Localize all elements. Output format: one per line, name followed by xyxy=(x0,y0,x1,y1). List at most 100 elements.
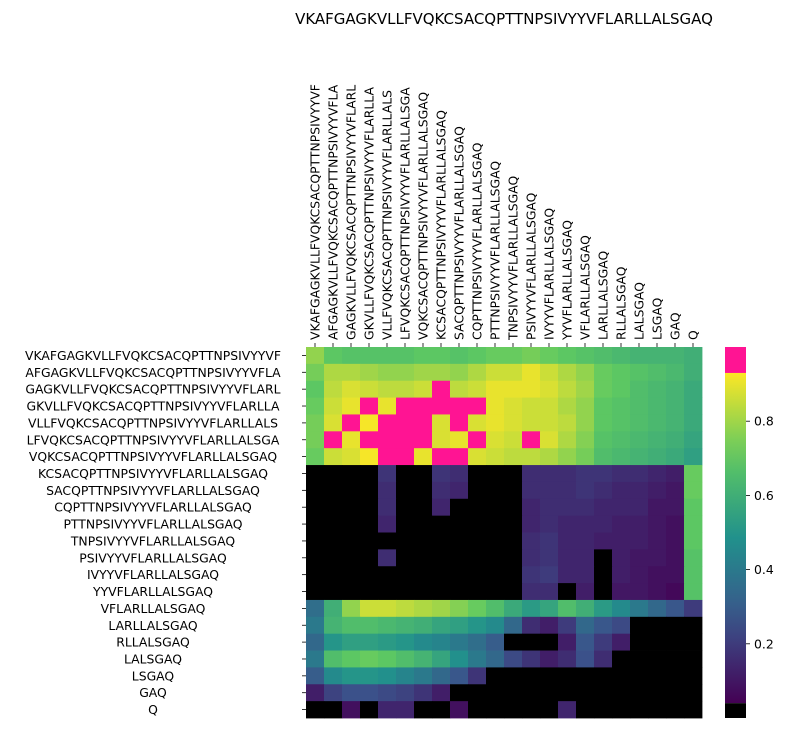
x-tick-label: PSIVYYVFLARLLALSGAQ xyxy=(524,192,539,340)
heatmap-cell xyxy=(324,448,343,466)
heatmap-cell xyxy=(342,684,361,702)
heatmap-cell xyxy=(396,498,415,517)
heatmap-cell xyxy=(684,481,703,500)
heatmap-cell xyxy=(558,515,577,533)
heatmap-cell xyxy=(540,633,559,651)
heatmap-cell xyxy=(612,465,631,483)
heatmap-cell xyxy=(450,599,469,618)
heatmap-cell xyxy=(666,583,685,601)
heatmap-cell xyxy=(396,380,415,398)
heatmap-cell xyxy=(522,701,541,719)
heatmap-cell xyxy=(468,583,487,601)
heatmap-cell xyxy=(468,650,487,668)
heatmap-cell xyxy=(612,397,631,415)
heatmap-cell xyxy=(594,431,613,449)
heatmap-cell xyxy=(504,616,523,635)
heatmap-cell xyxy=(522,347,541,365)
heatmap-cell xyxy=(576,684,595,702)
heatmap-cell xyxy=(396,515,415,533)
heatmap-cell xyxy=(324,616,343,635)
heatmap-cell xyxy=(666,532,685,550)
heatmap-cell xyxy=(396,465,415,483)
heatmap-cell xyxy=(468,515,487,533)
heatmap-cell xyxy=(378,599,397,618)
heatmap-cell xyxy=(594,481,613,500)
heatmap-cell xyxy=(612,684,631,702)
heatmap-cell xyxy=(324,363,343,382)
heatmap-cell xyxy=(576,414,595,432)
heatmap-cell xyxy=(306,701,325,719)
heatmap-cell xyxy=(630,465,649,483)
heatmap-cell xyxy=(324,515,343,533)
heatmap-cell xyxy=(576,583,595,601)
heatmap-cell xyxy=(504,701,523,719)
heatmap-cell xyxy=(684,566,703,584)
heatmap-cell xyxy=(594,532,613,550)
heatmap-cell xyxy=(378,616,397,635)
y-tick-label: LARLLALSGAQ xyxy=(108,618,197,633)
x-tick-label: TNPSIVYYVFLARLLALSGAQ xyxy=(506,175,521,341)
heatmap-cell xyxy=(576,481,595,500)
heatmap-cell xyxy=(504,363,523,382)
heatmap-cell xyxy=(648,633,667,651)
heatmap-cell xyxy=(594,397,613,415)
heatmap-cell xyxy=(630,414,649,432)
heatmap-cell xyxy=(306,549,325,567)
heatmap-cell xyxy=(612,363,631,382)
heatmap-cell xyxy=(648,549,667,567)
heatmap-cell xyxy=(396,481,415,500)
heatmap-cell xyxy=(684,684,703,702)
heatmap-cell xyxy=(360,599,379,618)
heatmap-cell xyxy=(360,380,379,398)
heatmap-cell xyxy=(468,549,487,567)
y-tick-label: IVYYVFLARLLALSGAQ xyxy=(87,567,219,582)
heatmap-cell xyxy=(666,363,685,382)
heatmap-cell xyxy=(468,566,487,584)
heatmap-cell xyxy=(540,515,559,533)
heatmap-cell xyxy=(414,515,433,533)
heatmap-cell xyxy=(486,633,505,651)
heatmap-cells xyxy=(306,347,703,719)
heatmap-cell xyxy=(522,448,541,466)
chart-title: VKAFGAGKVLLFVQKCSACQPTTNPSIVYYVFLARLLALS… xyxy=(295,10,713,28)
heatmap-cell xyxy=(648,465,667,483)
heatmap-cell xyxy=(468,431,487,449)
heatmap-cell xyxy=(576,515,595,533)
heatmap-cell xyxy=(432,448,451,466)
heatmap-cell xyxy=(468,363,487,382)
heatmap-cell xyxy=(468,599,487,618)
x-tick-label: VQKCSACQPTTNPSIVYYVFLARLLALSGAQ xyxy=(416,92,431,340)
heatmap-cell xyxy=(684,650,703,668)
heatmap-cell xyxy=(432,414,451,432)
heatmap-cell xyxy=(540,414,559,432)
heatmap-cell xyxy=(306,380,325,398)
heatmap-cell xyxy=(342,465,361,483)
heatmap-cell xyxy=(504,583,523,601)
heatmap-cell xyxy=(594,701,613,719)
heatmap-cell xyxy=(306,684,325,702)
heatmap-cell xyxy=(558,414,577,432)
heatmap-cell xyxy=(324,583,343,601)
heatmap-cell xyxy=(612,498,631,517)
heatmap-cell xyxy=(666,701,685,719)
heatmap-cell xyxy=(630,515,649,533)
heatmap-cell xyxy=(684,380,703,398)
x-tick-label: LALSGAQ xyxy=(632,282,647,340)
heatmap-cell xyxy=(558,481,577,500)
heatmap-cell xyxy=(468,347,487,365)
heatmap-cell xyxy=(522,667,541,685)
x-tick-label: Q xyxy=(686,330,701,340)
heatmap-cell xyxy=(342,431,361,449)
heatmap-cell xyxy=(432,347,451,365)
heatmap-cell xyxy=(522,363,541,382)
heatmap-cell xyxy=(378,633,397,651)
heatmap-cell xyxy=(648,667,667,685)
heatmap-cell xyxy=(666,414,685,432)
heatmap-cell xyxy=(630,633,649,651)
heatmap-cell xyxy=(612,616,631,635)
heatmap-cell xyxy=(522,599,541,618)
heatmap-cell xyxy=(594,599,613,618)
heatmap-cell xyxy=(450,566,469,584)
heatmap-cell xyxy=(486,363,505,382)
heatmap-cell xyxy=(450,616,469,635)
